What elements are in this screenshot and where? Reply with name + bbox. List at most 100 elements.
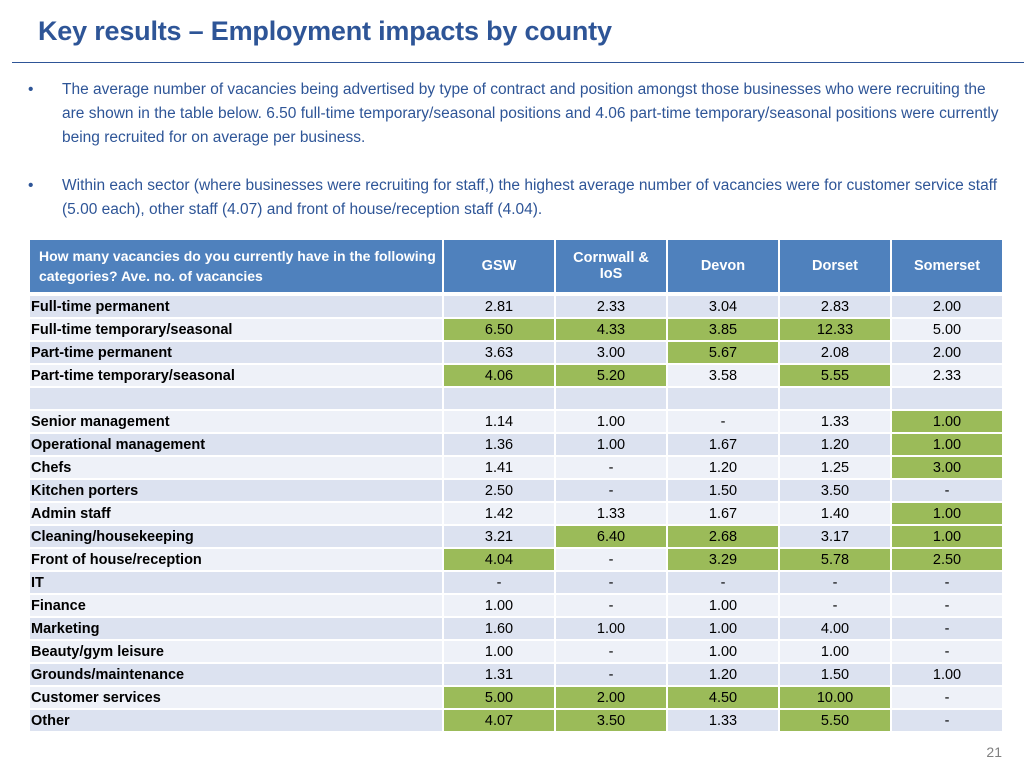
table-cell: 1.00 bbox=[892, 664, 1002, 687]
table-cell: 1.00 bbox=[556, 411, 666, 434]
table-cell: - bbox=[892, 618, 1002, 641]
table-cell: 1.00 bbox=[556, 434, 666, 457]
table-cell: 1.00 bbox=[892, 503, 1002, 526]
table-cell: 1.20 bbox=[668, 457, 778, 480]
table-cell: 3.29 bbox=[668, 549, 778, 572]
table-cell: 3.50 bbox=[780, 480, 890, 503]
table-cell: 6.50 bbox=[444, 319, 554, 342]
table-cell: 3.50 bbox=[556, 710, 666, 733]
table-cell: 4.07 bbox=[444, 710, 554, 733]
row-label: Part-time temporary/seasonal bbox=[30, 365, 442, 388]
table-cell: 1.33 bbox=[780, 411, 890, 434]
row-label: Kitchen porters bbox=[30, 480, 442, 503]
table-row: Finance 1.00-1.00- - bbox=[30, 595, 1002, 618]
page-title: Key results – Employment impacts by coun… bbox=[38, 16, 612, 46]
header-somerset: Somerset bbox=[892, 240, 1002, 296]
table-cell: - bbox=[892, 710, 1002, 733]
table-cell: 4.33 bbox=[556, 319, 666, 342]
table-cell: 2.33 bbox=[892, 365, 1002, 388]
table-cell: 3.58 bbox=[668, 365, 778, 388]
table-cell: 1.50 bbox=[780, 664, 890, 687]
table-cell: 1.33 bbox=[668, 710, 778, 733]
table-cell: 5.67 bbox=[668, 342, 778, 365]
bullet-symbol: • bbox=[28, 81, 34, 98]
table-row: Admin staff 1.42 1.33 1.67 1.40 1.00 bbox=[30, 503, 1002, 526]
table-cell: - bbox=[668, 411, 778, 434]
table-cell: 4.00 bbox=[780, 618, 890, 641]
table-row: Part-time permanent 3.63 3.00 5.67 2.08 2.00 bbox=[30, 342, 1002, 365]
table-cell bbox=[556, 388, 666, 411]
row-label bbox=[30, 388, 442, 411]
table-cell: - bbox=[780, 595, 890, 618]
row-label: Chefs bbox=[30, 457, 442, 480]
row-label: Operational management bbox=[30, 434, 442, 457]
table-row: Senior management 1.14 1.00-1.33 1.00 bbox=[30, 411, 1002, 434]
table-cell: 2.50 bbox=[444, 480, 554, 503]
table-cell: 2.33 bbox=[556, 296, 666, 319]
table-row: Part-time temporary/seasonal 4.06 5.20 3.58… bbox=[30, 365, 1002, 388]
table-cell: - bbox=[892, 687, 1002, 710]
table-cell: - bbox=[556, 480, 666, 503]
table-row: Full-time temporary/seasonal 6.50 4.33 3.85… bbox=[30, 319, 1002, 342]
table-cell bbox=[444, 388, 554, 411]
row-label: Customer services bbox=[30, 687, 442, 710]
table-cell: 5.20 bbox=[556, 365, 666, 388]
bullet-text: Within each sector (where businesses wer… bbox=[62, 177, 998, 218]
table-cell: 2.00 bbox=[892, 342, 1002, 365]
table-cell: 3.04 bbox=[668, 296, 778, 319]
table-cell: 2.81 bbox=[444, 296, 554, 319]
table-cell: 1.00 bbox=[444, 595, 554, 618]
table-cell: 1.00 bbox=[780, 641, 890, 664]
table-cell: - bbox=[892, 641, 1002, 664]
header-dorset: Dorset bbox=[780, 240, 890, 296]
table-cell: 5.00 bbox=[892, 319, 1002, 342]
table-cell: - bbox=[892, 595, 1002, 618]
table-cell: 5.50 bbox=[780, 710, 890, 733]
row-label: Full-time permanent bbox=[30, 296, 442, 319]
header-question: How many vacancies do you currently have… bbox=[30, 240, 442, 296]
row-label: Part-time permanent bbox=[30, 342, 442, 365]
row-label: Finance bbox=[30, 595, 442, 618]
bullet-list: • The average number of vacancies being … bbox=[28, 78, 1003, 246]
table-cell: 1.40 bbox=[780, 503, 890, 526]
row-label: IT bbox=[30, 572, 442, 595]
table-cell: 3.85 bbox=[668, 319, 778, 342]
table-body: Full-time permanent 2.81 2.33 3.04 2.83 2.00 F… bbox=[30, 296, 1002, 733]
table-cell: - bbox=[668, 572, 778, 595]
bullet-text: The average number of vacancies being ad… bbox=[62, 81, 999, 146]
table-cell: 3.21 bbox=[444, 526, 554, 549]
header-cornwall: Cornwall & IoS bbox=[556, 240, 666, 296]
table-row: Beauty/gym leisure 1.00-1.00 1.00- bbox=[30, 641, 1002, 664]
bullet-item: • The average number of vacancies being … bbox=[28, 78, 1003, 150]
table-cell: 1.33 bbox=[556, 503, 666, 526]
table-cell: 1.00 bbox=[556, 618, 666, 641]
table-cell: 1.31 bbox=[444, 664, 554, 687]
table-cell: 1.00 bbox=[892, 526, 1002, 549]
header-devon: Devon bbox=[668, 240, 778, 296]
table-row bbox=[30, 388, 1002, 411]
table-cell: - bbox=[444, 572, 554, 595]
table-row: Marketing 1.60 1.00 1.00 4.00- bbox=[30, 618, 1002, 641]
table-cell: - bbox=[780, 572, 890, 595]
table-row: Other 4.07 3.50 1.33 5.50- bbox=[30, 710, 1002, 733]
table-cell: - bbox=[556, 549, 666, 572]
table-cell: 6.40 bbox=[556, 526, 666, 549]
table-cell: 1.14 bbox=[444, 411, 554, 434]
bullet-symbol: • bbox=[28, 177, 34, 194]
table-cell: 1.60 bbox=[444, 618, 554, 641]
table-cell: 1.00 bbox=[892, 434, 1002, 457]
bullet-item: • Within each sector (where businesses w… bbox=[28, 174, 1003, 222]
title-divider bbox=[12, 62, 1024, 63]
table-cell: 2.68 bbox=[668, 526, 778, 549]
table-cell: 1.20 bbox=[668, 664, 778, 687]
row-label: Senior management bbox=[30, 411, 442, 434]
table-cell: - bbox=[556, 664, 666, 687]
table-cell: 10.00 bbox=[780, 687, 890, 710]
table-cell: 2.83 bbox=[780, 296, 890, 319]
table-cell: 4.04 bbox=[444, 549, 554, 572]
table-cell: 1.20 bbox=[780, 434, 890, 457]
table-cell: 1.41 bbox=[444, 457, 554, 480]
vacancies-table: How many vacancies do you currently have… bbox=[28, 240, 1004, 733]
table-cell: 1.00 bbox=[668, 595, 778, 618]
table-row: Cleaning/housekeeping 3.21 6.40 2.68 3.17 1.0… bbox=[30, 526, 1002, 549]
